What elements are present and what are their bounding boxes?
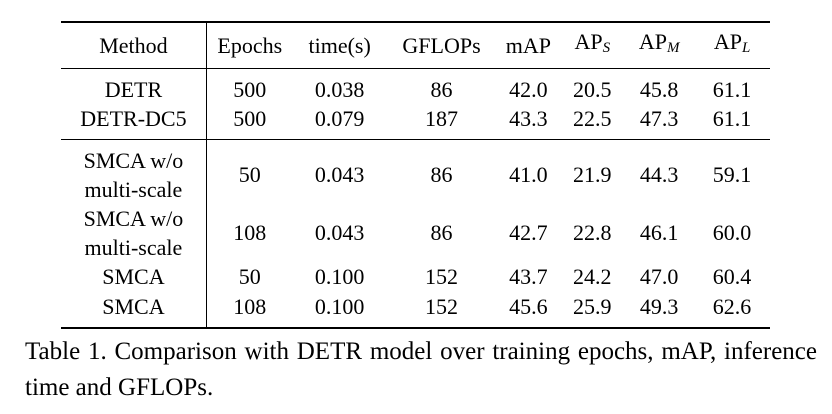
table-row: SMCA w/o multi-scale 108 0.043 86 42.7 22.8 46.… [61, 203, 770, 262]
map-cell: 43.7 [509, 264, 548, 289]
epochs-cell: 500 [233, 76, 267, 102]
header-ap-l: APL [713, 29, 751, 57]
ap-m-cell: 45.8 [639, 76, 679, 102]
method-name-line2: multi-scale [84, 234, 183, 260]
map-cell: 42.0 [509, 76, 548, 102]
table-row: SMCA 108 0.100 152 45.6 25.9 49.3 62.6 [61, 291, 770, 328]
ap-s-cell: 25.9 [573, 293, 612, 319]
header-ap-s: APS [574, 29, 611, 57]
epochs-cell: 108 [233, 220, 267, 245]
ap-m-cell: 49.3 [639, 293, 679, 319]
time-cell: 0.079 [314, 105, 365, 131]
ap-l-cell: 60.0 [712, 220, 752, 245]
ap-m-cell: 47.0 [639, 264, 679, 289]
method-cell: SMCA [61, 291, 207, 328]
method-name-line2: multi-scale [84, 176, 183, 202]
table-row: SMCA w/o multi-scale 50 0.043 86 41.0 21.9 44.3… [61, 139, 770, 204]
table-row: DETR 500 0.038 86 42.0 20.5 45.8 61.1 [61, 68, 770, 104]
map-cell: 42.7 [509, 220, 548, 245]
ap-l-cell: 59.1 [712, 162, 752, 187]
epochs-cell: 500 [233, 105, 267, 131]
gflops-cell: 152 [425, 264, 459, 289]
map-cell: 43.3 [509, 105, 548, 131]
ap-l-cell: 62.6 [712, 293, 752, 319]
epochs-cell: 108 [233, 293, 267, 319]
map-cell: 41.0 [509, 162, 548, 187]
time-cell: 0.100 [314, 264, 365, 289]
header-ap-m: APM [638, 29, 680, 57]
ap-l-cell: 61.1 [712, 76, 752, 102]
gflops-cell: 86 [430, 220, 453, 245]
header-gflops: GFLOPs [402, 32, 481, 58]
ap-s-cell: 24.2 [573, 264, 612, 289]
time-cell: 0.043 [314, 162, 365, 187]
ap-l-cell: 60.4 [712, 264, 752, 289]
ap-s-cell: 22.5 [573, 105, 612, 131]
table-row: SMCA 50 0.100 152 43.7 24.2 47.0 60.4 [61, 261, 770, 292]
time-cell: 0.100 [314, 293, 365, 319]
results-table: Method Epochs time(s) GFLOPs mAP APS APM… [61, 21, 770, 329]
method-name: SMCA [102, 264, 165, 289]
method-name: DETR-DC5 [80, 105, 187, 131]
header-method: Method [61, 22, 207, 68]
method-name: DETR [104, 76, 163, 102]
method-name: SMCA w/o [83, 147, 184, 173]
method-name: SMCA w/o [83, 205, 184, 231]
time-cell: 0.043 [314, 220, 365, 245]
gflops-cell: 86 [430, 162, 453, 187]
method-cell: SMCA w/o multi-scale [61, 203, 207, 262]
ap-s-cell: 22.8 [573, 220, 612, 245]
ap-m-cell: 46.1 [639, 220, 679, 245]
gflops-cell: 152 [425, 293, 459, 319]
baseline-group: DETR 500 0.038 86 42.0 20.5 45.8 61.1 DETR-DC5 50… [61, 68, 770, 139]
method-cell: DETR-DC5 [61, 103, 207, 139]
gflops-cell: 187 [425, 105, 459, 131]
gflops-cell: 86 [430, 76, 453, 102]
header-time: time(s) [308, 32, 371, 58]
time-cell: 0.038 [314, 76, 365, 102]
method-cell: SMCA w/o multi-scale [61, 139, 207, 204]
table-caption: Table 1. Comparison with DETR model over… [25, 338, 817, 401]
method-cell: DETR [61, 68, 207, 104]
results-table-container: Method Epochs time(s) GFLOPs mAP APS APM… [61, 21, 770, 329]
epochs-cell: 50 [238, 162, 261, 187]
ap-m-cell: 47.3 [639, 105, 679, 131]
header-row: Method Epochs time(s) GFLOPs mAP APS APM… [61, 22, 770, 68]
method-cell: SMCA [61, 261, 207, 292]
map-cell: 45.6 [509, 293, 548, 319]
smca-group: SMCA w/o multi-scale 50 0.043 86 41.0 21.9 44.3… [61, 139, 770, 328]
ap-s-cell: 20.5 [573, 76, 612, 102]
ap-l-cell: 61.1 [712, 105, 752, 131]
header-epochs: Epochs [217, 32, 283, 58]
ap-m-cell: 44.3 [639, 162, 679, 187]
table-row: DETR-DC5 500 0.079 187 43.3 22.5 47.3 61.1 [61, 103, 770, 139]
method-name: SMCA [102, 293, 165, 319]
ap-s-cell: 21.9 [573, 162, 612, 187]
header-map: mAP [505, 32, 552, 58]
epochs-cell: 50 [238, 264, 261, 289]
